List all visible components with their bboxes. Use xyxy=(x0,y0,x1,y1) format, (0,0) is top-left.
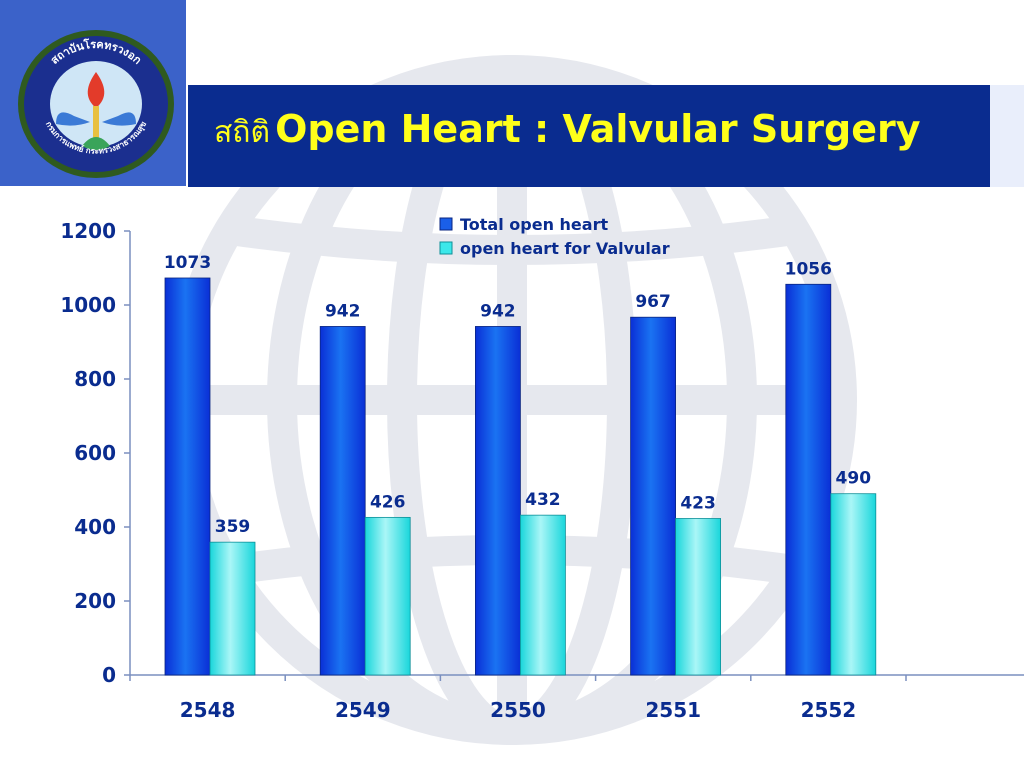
title-bar-edge xyxy=(990,85,1024,187)
bar-open-heart-valvular xyxy=(830,493,877,676)
title-thai: สถิติ xyxy=(214,115,270,150)
legend-label-total-open-heart: Total open heart xyxy=(460,215,608,234)
chart-legend: Total open heart open heart for Valvular xyxy=(439,215,670,258)
chart-bars xyxy=(164,277,877,676)
chart-data-labels: 1073 359 942 426 942 432 967 423 1056 490 xyxy=(164,253,871,537)
medical-emblem-icon: สถาบันโรคทรวงอก กรมการแพทย์ กระทรวงสาธาร… xyxy=(18,30,174,178)
x-tick-label: 2552 xyxy=(801,698,857,722)
bar-open-heart-valvular xyxy=(209,541,256,676)
x-tick-label: 2548 xyxy=(180,698,236,722)
x-tick-label: 2549 xyxy=(335,698,391,722)
y-tick-label: 200 xyxy=(74,589,116,613)
x-tick-label: 2551 xyxy=(645,698,701,722)
y-tick-label: 1000 xyxy=(60,293,116,317)
data-label-open-heart-valvular: 426 xyxy=(370,492,406,512)
bar-chart: 0 200 400 600 800 1000 1200 2548 2549 2550 2551 255… xyxy=(60,215,1024,722)
legend-label-open-heart-valvular: open heart for Valvular xyxy=(460,239,670,258)
bar-total-open-heart xyxy=(319,326,366,676)
data-label-open-heart-valvular: 359 xyxy=(215,517,251,537)
data-label-open-heart-valvular: 490 xyxy=(836,469,872,489)
y-tick-label: 400 xyxy=(74,515,116,539)
chart-axes: 0 200 400 600 800 1000 1200 2548 2549 2550 2551 255… xyxy=(60,219,1024,722)
bar-open-heart-valvular xyxy=(364,516,411,676)
bar-open-heart-valvular xyxy=(520,514,566,676)
legend-swatch-total-open-heart xyxy=(439,217,453,231)
bar-total-open-heart xyxy=(785,283,832,676)
bar-total-open-heart xyxy=(164,277,211,676)
data-label-open-heart-valvular: 423 xyxy=(680,493,716,513)
data-label-total-open-heart: 967 xyxy=(635,292,671,312)
data-label-total-open-heart: 942 xyxy=(325,301,361,321)
x-tick-label: 2550 xyxy=(490,698,546,722)
data-label-open-heart-valvular: 432 xyxy=(525,490,561,510)
legend-swatch-open-heart-valvular xyxy=(439,241,453,255)
y-tick-label: 1200 xyxy=(60,219,116,243)
y-tick-label: 600 xyxy=(74,441,116,465)
page-title: สถิติ Open Heart : Valvular Surgery xyxy=(214,107,921,156)
bar-total-open-heart xyxy=(474,326,521,676)
data-label-total-open-heart: 942 xyxy=(480,301,516,321)
data-label-total-open-heart: 1056 xyxy=(785,259,832,279)
bar-open-heart-valvular xyxy=(675,518,721,676)
y-tick-label: 0 xyxy=(102,663,116,687)
bar-total-open-heart xyxy=(630,316,676,676)
y-tick-label: 800 xyxy=(74,367,116,391)
data-label-total-open-heart: 1073 xyxy=(164,253,211,273)
title-main: Open Heart : Valvular Surgery xyxy=(275,107,921,151)
title-bar xyxy=(188,85,990,187)
